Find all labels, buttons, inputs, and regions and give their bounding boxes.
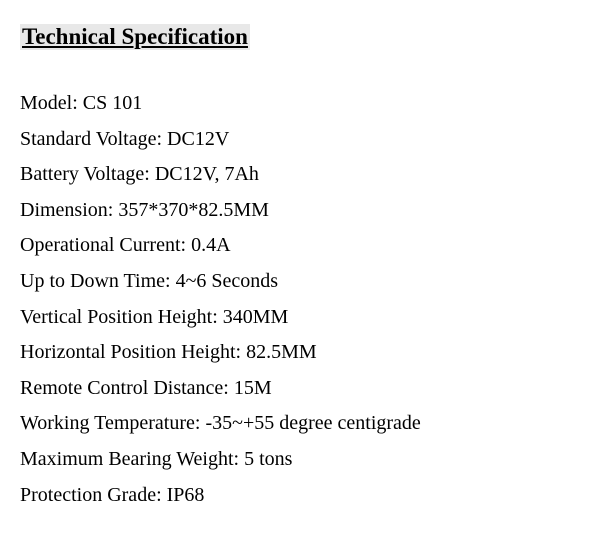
spec-label: Up to Down Time [20,270,176,292]
spec-value: 82.5MM [246,341,317,363]
spec-value: 340MM [223,306,289,328]
spec-label: Model [20,92,83,114]
spec-value: IP68 [167,484,205,506]
spec-value: DC12V, 7Ah [155,163,259,185]
spec-value: 4~6 Seconds [176,270,278,292]
spec-row: ModelCS 101 [20,86,587,122]
spec-row: Dimension357*370*82.5MM [20,193,587,229]
spec-label: Working Temperature [20,412,205,434]
spec-label: Dimension [20,199,118,221]
spec-label: Operational Current [20,234,191,256]
spec-row: Remote Control Distance15M [20,371,587,407]
section-title: Technical Specification [20,24,250,50]
spec-label: Horizontal Position Height [20,341,246,363]
spec-value: -35~+55 degree centigrade [205,412,420,434]
spec-label: Vertical Position Height [20,306,223,328]
spec-label: Maximum Bearing Weight [20,448,244,470]
spec-row: Up to Down Time4~6 Seconds [20,264,587,300]
spec-row: Standard VoltageDC12V [20,122,587,158]
spec-value: 0.4A [191,234,230,256]
spec-row: Working Temperature-35~+55 degree centig… [20,406,587,442]
spec-value: 357*370*82.5MM [118,199,269,221]
spec-value: CS 101 [83,92,142,114]
spec-row: Protection GradeIP68 [20,478,587,514]
spec-row: Battery VoltageDC12V, 7Ah [20,157,587,193]
spec-value: 5 tons [244,448,292,470]
spec-value: 15M [234,377,272,399]
spec-row: Horizontal Position Height82.5MM [20,335,587,371]
spec-value: DC12V [167,128,229,150]
spec-row: Vertical Position Height340MM [20,300,587,336]
spec-list: ModelCS 101 Standard VoltageDC12V Batter… [20,86,587,513]
spec-label: Remote Control Distance [20,377,234,399]
spec-label: Battery Voltage [20,163,155,185]
spec-row: Operational Current0.4A [20,228,587,264]
spec-label: Standard Voltage [20,128,167,150]
spec-row: Maximum Bearing Weight5 tons [20,442,587,478]
page: Technical Specification ModelCS 101 Stan… [0,0,607,533]
spec-label: Protection Grade [20,484,167,506]
